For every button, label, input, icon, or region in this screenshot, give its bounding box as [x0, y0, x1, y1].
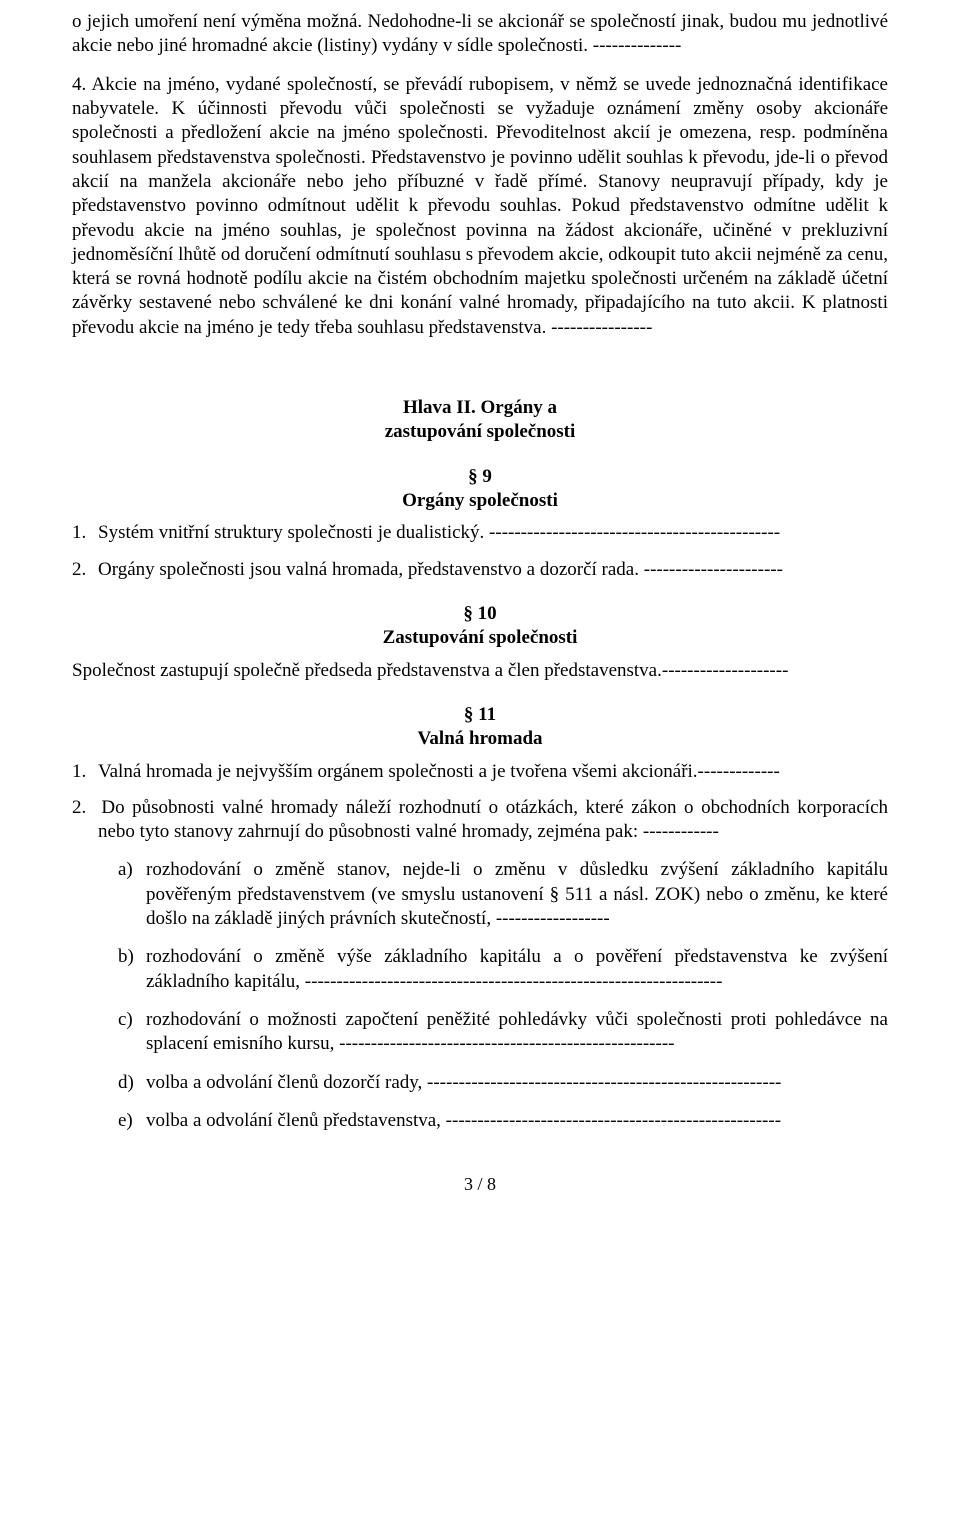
letter-marker: e): [118, 1109, 146, 1133]
section-11-item-2: 2. Do působnosti valné hromady náleží ro…: [72, 796, 888, 845]
page-footer: 3 / 8: [72, 1173, 888, 1196]
letter-item-c: c) rozhodování o možnosti započtení peně…: [118, 1008, 888, 1057]
list-marker: 2.: [72, 558, 98, 582]
letter-text: volba a odvolání členů představenstva, -…: [146, 1109, 888, 1133]
section-11-num: § 11: [72, 703, 888, 727]
list-marker: 2.: [72, 797, 86, 818]
section-hlava-2-title: Hlava II. Orgány a zastupování společnos…: [72, 396, 888, 445]
page: o jejich umoření není výměna možná. Nedo…: [0, 0, 960, 1236]
letter-text: rozhodování o změně stanov, nejde-li o z…: [146, 858, 888, 931]
letter-marker: a): [118, 858, 146, 882]
section-9-name: Orgány společnosti: [72, 489, 888, 513]
section-9-num: § 9: [72, 465, 888, 489]
letter-marker: d): [118, 1071, 146, 1095]
section-11-item-1: 1. Valná hromada je nejvyšším orgánem sp…: [72, 760, 888, 784]
letter-marker: c): [118, 1008, 146, 1032]
section-10-heading: § 10 Zastupování společnosti: [72, 602, 888, 651]
section-11-letter-list: a) rozhodování o změně stanov, nejde-li …: [118, 858, 888, 1133]
hlava-2-line-2: zastupování společnosti: [72, 420, 888, 444]
letter-text: rozhodování o možnosti započtení peněžit…: [146, 1008, 888, 1057]
section-11-name: Valná hromada: [72, 727, 888, 751]
letter-text: volba a odvolání členů dozorčí rady, ---…: [146, 1071, 888, 1095]
section-10-text: Společnost zastupují společně předseda p…: [72, 659, 888, 683]
section-10-num: § 10: [72, 602, 888, 626]
list-text: Do působnosti valné hromady náleží rozho…: [98, 797, 888, 842]
letter-marker: b): [118, 945, 146, 969]
list-marker: 1.: [72, 760, 98, 784]
section-10-name: Zastupování společnosti: [72, 626, 888, 650]
list-marker: 1.: [72, 521, 98, 545]
letter-item-b: b) rozhodování o změně výše základního k…: [118, 945, 888, 994]
section-9-item-2: 2. Orgány společnosti jsou valná hromada…: [72, 558, 888, 582]
letter-text: rozhodování o změně výše základního kapi…: [146, 945, 888, 994]
list-text: Orgány společnosti jsou valná hromada, p…: [98, 558, 888, 582]
letter-item-e: e) volba a odvolání členů představenstva…: [118, 1109, 888, 1133]
section-11-heading: § 11 Valná hromada: [72, 703, 888, 752]
letter-item-a: a) rozhodování o změně stanov, nejde-li …: [118, 858, 888, 931]
hlava-2-line-1: Hlava II. Orgány a: [72, 396, 888, 420]
intro-paragraph: o jejich umoření není výměna možná. Nedo…: [72, 10, 888, 59]
letter-item-d: d) volba a odvolání členů dozorčí rady, …: [118, 1071, 888, 1095]
list-text: Valná hromada je nejvyšším orgánem spole…: [98, 760, 888, 784]
section-9-heading: § 9 Orgány společnosti: [72, 465, 888, 514]
section-9-item-1: 1. Systém vnitřní struktury společnosti …: [72, 521, 888, 545]
list-text: Systém vnitřní struktury společnosti je …: [98, 521, 888, 545]
paragraph-4: 4. Akcie na jméno, vydané společností, s…: [72, 73, 888, 340]
